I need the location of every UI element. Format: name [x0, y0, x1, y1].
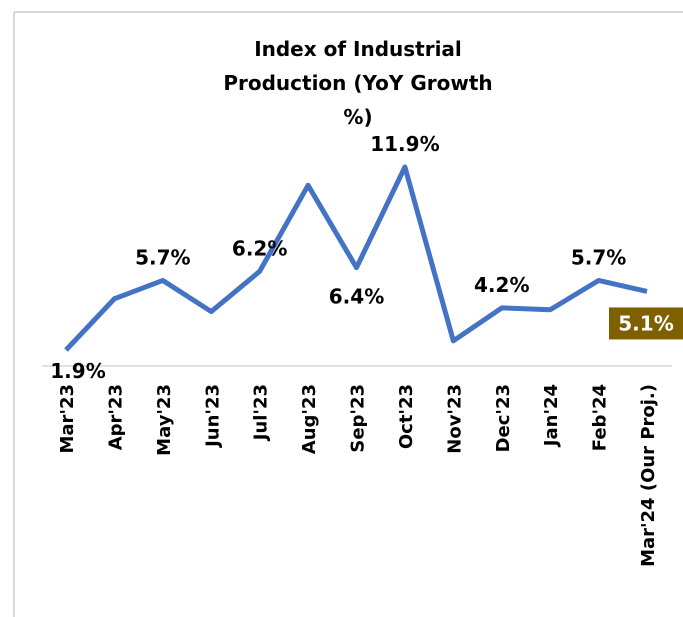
x-tick-label: May'23	[154, 384, 175, 456]
data-label: 6.4%	[329, 285, 384, 309]
x-tick-label: Oct'23	[396, 384, 417, 449]
x-tick-label: Mar'23	[57, 384, 78, 454]
data-label: 5.7%	[571, 245, 626, 269]
data-label: 5.1%	[618, 311, 673, 335]
line	[64, 164, 648, 352]
x-tick-label: Sep'23	[348, 384, 369, 453]
label-box	[609, 307, 683, 340]
x-tick-label: Jan'24	[541, 384, 562, 448]
data-label: 1.9%	[50, 359, 105, 383]
x-tick-label: Dec'23	[493, 384, 514, 452]
data-label: 5.7%	[135, 245, 190, 269]
data-label: 11.9%	[370, 132, 439, 156]
x-tick-label: Jul'23	[251, 384, 272, 442]
x-tick-label: Jun'23	[202, 384, 223, 449]
x-tick-label: Feb'24	[590, 384, 611, 451]
chart-title: Index of Industrial Production (YoY Grow…	[223, 37, 493, 129]
x-tick-label: Nov'23	[444, 384, 465, 454]
data-label: 4.2%	[474, 273, 529, 297]
x-tick-label: Aug'23	[299, 384, 320, 454]
x-tick-label: Apr'23	[105, 384, 126, 450]
x-tick-label: Mar'24 (Our Proj.)	[638, 384, 659, 567]
data-label: 6.2%	[232, 236, 287, 260]
